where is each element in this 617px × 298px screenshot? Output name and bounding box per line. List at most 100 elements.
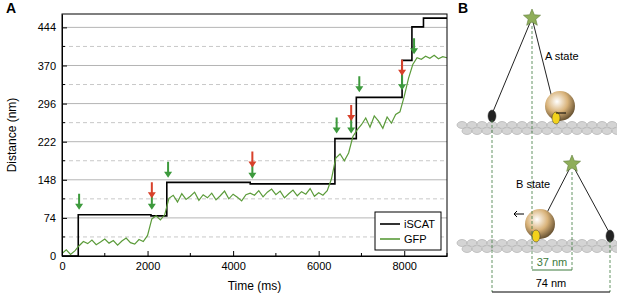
tubulin: [462, 128, 472, 135]
stalk: [492, 18, 532, 114]
y-tick-mark: [62, 104, 67, 105]
guide-line: [610, 240, 611, 292]
y-minor-tick: [62, 198, 65, 199]
y-tick: 296: [38, 98, 67, 110]
distance-bar: [492, 292, 610, 293]
minor-grid-line: [62, 198, 447, 199]
fluorophore: [563, 155, 580, 171]
y-tick-label: 222: [38, 136, 56, 148]
y-axis: 074148222296370444: [38, 15, 67, 263]
y-tick: 148: [38, 174, 67, 186]
state-label: A state: [545, 50, 579, 62]
x-tick-label: 8000: [392, 260, 416, 272]
legend: iSCATGFP: [375, 212, 441, 250]
distance-label: 37 nm: [537, 256, 568, 268]
x-axis-title: Time (ms): [228, 279, 282, 293]
stalk: [572, 164, 610, 234]
tubulin: [572, 246, 582, 253]
x-tick: 6000: [307, 251, 331, 272]
y-tick-label: 444: [38, 21, 56, 33]
tubulin: [482, 128, 492, 135]
x-axis: 02000400060008000: [59, 251, 447, 272]
tubulin: [602, 246, 612, 253]
step-arrow: [148, 182, 156, 198]
tubulin: [482, 246, 492, 253]
x-tick-mark: [148, 251, 149, 256]
x-minor-tick: [104, 253, 105, 256]
y-tick: 444: [38, 21, 67, 33]
tubulin: [462, 246, 472, 253]
motion-arrow: [556, 113, 566, 114]
y-tick: 74: [44, 212, 67, 224]
series-line: [62, 55, 447, 254]
y-tick-label: 74: [44, 212, 56, 224]
figure: A02000400060008000074148222296370444Time…: [0, 0, 617, 298]
legend-swatch: [380, 223, 400, 225]
x-tick-label: 6000: [307, 260, 331, 272]
step-arrow: [333, 117, 341, 133]
tubulin: [522, 246, 532, 253]
tubulin: [592, 128, 602, 135]
guide-line: [572, 172, 573, 270]
y-minor-tick: [62, 160, 65, 161]
x-minor-tick: [190, 253, 191, 256]
tubulin: [492, 246, 502, 253]
y-tick: 0: [50, 250, 67, 262]
tubulin: [532, 128, 542, 135]
tubulin: [562, 128, 572, 135]
tubulin: [502, 128, 512, 135]
motor-head: [532, 230, 540, 242]
tubulin: [512, 246, 522, 253]
step-markers: [75, 38, 418, 209]
tubulin: [612, 246, 617, 253]
tubulin: [472, 128, 482, 135]
minor-grid-line: [62, 122, 447, 123]
x-tick-mark: [319, 251, 320, 256]
diagram: BA stateB state37 nm74 nm: [457, 0, 617, 292]
x-axis-line: [63, 256, 448, 257]
tubulin: [602, 128, 612, 135]
distance-label: 74 nm: [536, 277, 567, 289]
grid-line: [62, 141, 447, 142]
grid-line: [62, 27, 447, 28]
grid-line: [62, 179, 447, 180]
distance-bar: [532, 270, 572, 271]
x-tick-mark: [233, 251, 234, 256]
tubulin: [582, 128, 592, 135]
minor-grid-line: [62, 46, 447, 47]
guide-line: [532, 26, 533, 270]
step-arrow: [248, 151, 256, 167]
tubulin: [612, 128, 617, 135]
step-arrow: [347, 105, 355, 121]
step-arrow: [410, 38, 418, 54]
legend-swatch: [380, 238, 400, 240]
x-tick-label: 2000: [136, 260, 160, 272]
x-minor-tick: [361, 253, 362, 256]
plot-frame: [62, 14, 447, 256]
y-tick-label: 296: [38, 98, 56, 110]
y-axis-line: [62, 15, 63, 257]
y-tick-mark: [62, 142, 67, 143]
step-arrow: [398, 74, 406, 90]
tubulin: [532, 246, 542, 253]
step-arrow: [164, 162, 172, 178]
step-arrow: [355, 76, 363, 92]
x-minor-tick: [447, 253, 448, 256]
tubulin: [472, 246, 482, 253]
plot-area: [62, 18, 447, 256]
x-minor-tick: [275, 253, 276, 256]
grid-line: [62, 103, 447, 104]
tubulin: [512, 128, 522, 135]
legend-label: iSCAT: [404, 218, 435, 230]
tubulin: [542, 246, 552, 253]
grid-line: [62, 65, 447, 66]
state-label: B state: [516, 178, 550, 190]
step-arrow: [398, 60, 406, 76]
tubulin: [572, 128, 582, 135]
tubulin: [592, 246, 602, 253]
y-tick-mark: [62, 256, 67, 257]
y-minor-tick: [62, 84, 65, 85]
guide-line: [492, 120, 493, 292]
x-tick-label: 4000: [221, 260, 245, 272]
motor-head: [552, 112, 560, 124]
